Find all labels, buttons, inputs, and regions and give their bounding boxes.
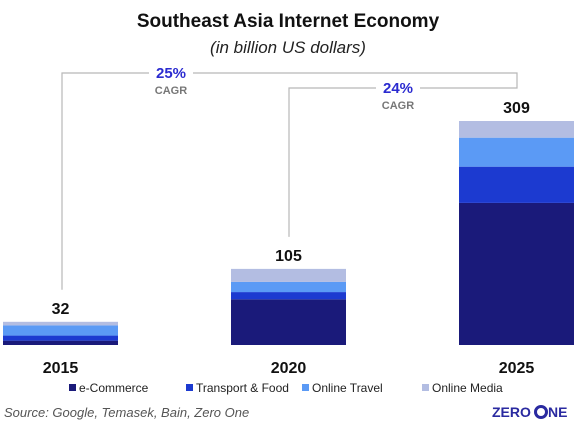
bar-segment-2015-3	[3, 321, 118, 326]
legend-label-1: Transport & Food	[196, 381, 289, 395]
zero-one-logo: ZERO NE	[492, 404, 567, 420]
x-tick-label-2020: 2020	[271, 360, 307, 377]
legend-swatch-0	[69, 384, 76, 391]
cagr-value-0: 25%	[156, 65, 186, 82]
bar-segment-2025-0	[459, 202, 574, 345]
bars	[3, 121, 574, 345]
cagr-value-1: 24%	[383, 80, 413, 97]
x-tick-label-2025: 2025	[499, 360, 535, 377]
cagr-bracket-0	[61, 72, 518, 290]
cagr-bracket-1	[288, 85, 518, 237]
bar-segment-2020-2	[231, 281, 346, 293]
total-label-2025: 309	[503, 100, 530, 117]
chart-subtitle: (in billion US dollars)	[210, 38, 366, 57]
bar-segment-2020-3	[231, 268, 346, 282]
legend-swatch-2	[302, 384, 309, 391]
legend: e-Commerce Transport & Food Online Travel O…	[69, 381, 503, 395]
total-label-2020: 105	[275, 248, 302, 265]
bar-segment-2015-2	[3, 325, 118, 336]
bar-labels: 32 2015 105 2020 309 2025	[43, 100, 535, 377]
source-note: Source: Google, Temasek, Bain, Zero One	[4, 405, 249, 420]
legend-swatch-3	[422, 384, 429, 391]
logo-ring-icon	[534, 405, 548, 419]
legend-label-0: e-Commerce	[79, 381, 149, 395]
x-tick-label-2015: 2015	[43, 360, 79, 377]
bar-segment-2025-1	[459, 166, 574, 203]
bar-segment-2025-2	[459, 137, 574, 167]
cagr-label-1: CAGR	[382, 100, 414, 112]
bar-segment-2015-1	[3, 335, 118, 341]
logo-text-right: NE	[548, 404, 567, 420]
chart-title: Southeast Asia Internet Economy	[137, 11, 440, 32]
cagr-label-0: CAGR	[155, 85, 187, 97]
bar-segment-2020-0	[231, 299, 346, 345]
total-label-2015: 32	[52, 301, 70, 318]
legend-label-3: Online Media	[432, 381, 503, 395]
legend-label-2: Online Travel	[312, 381, 383, 395]
bar-segment-2025-3	[459, 121, 574, 138]
cagr-annotations: 25% CAGR 24% CAGR	[61, 65, 518, 290]
bar-segment-2020-1	[231, 292, 346, 300]
bar-segment-2015-0	[3, 340, 118, 345]
legend-swatch-1	[186, 384, 193, 391]
logo-text-left: ZERO	[492, 404, 531, 420]
